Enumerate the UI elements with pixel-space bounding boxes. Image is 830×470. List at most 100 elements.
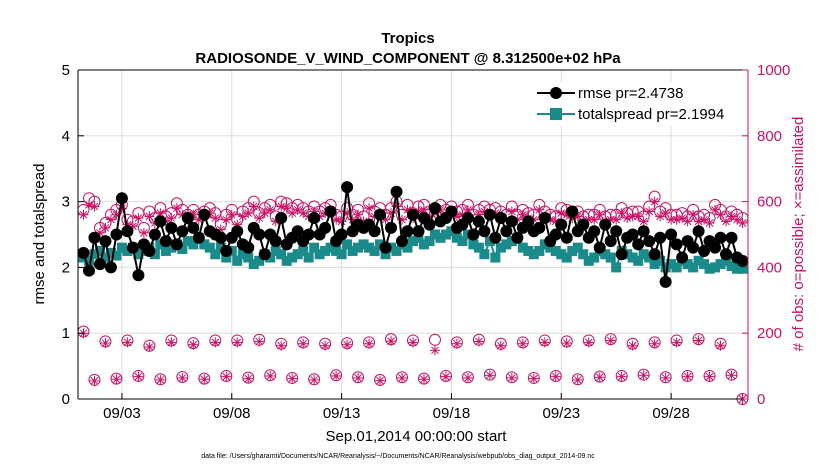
- rmse-point: [231, 225, 244, 238]
- totalspread-point: [539, 239, 550, 250]
- totalspread-point: [693, 255, 704, 266]
- obs-assimilated-point: [699, 214, 710, 225]
- rmse-point: [522, 215, 535, 228]
- obs-assimilated-point: [320, 340, 331, 351]
- totalspread-point: [446, 226, 457, 237]
- obs-assimilated-point: [364, 203, 375, 214]
- obs-assimilated-point: [210, 337, 221, 348]
- obs-assimilated-point: [259, 208, 270, 219]
- rmse-point: [159, 235, 172, 248]
- totalspread-point: [292, 249, 303, 260]
- rmse-point: [198, 208, 211, 221]
- obs-assimilated-point: [704, 217, 715, 228]
- obs-assimilated-point: [495, 340, 506, 351]
- legend: rmse pr=2.4738 totalspread pr=2.1994: [533, 82, 740, 126]
- rmse-point: [720, 248, 733, 261]
- rmse-point: [214, 231, 227, 244]
- totalspread-point: [424, 236, 435, 247]
- rmse-point: [319, 221, 332, 234]
- y-tick-label-left: 2: [62, 259, 70, 276]
- totalspread-point: [726, 261, 737, 272]
- totalspread-point: [364, 242, 375, 253]
- totalspread-point: [204, 242, 215, 253]
- rmse-point: [77, 246, 90, 259]
- obs-assimilated-point: [660, 372, 671, 383]
- obs-assimilated-point: [83, 199, 94, 210]
- rmse-point: [99, 235, 112, 248]
- obs-assimilated-point: [594, 209, 605, 220]
- obs-assimilated-point: [287, 373, 298, 384]
- obs-assimilated-point: [649, 338, 660, 349]
- totalspread-point: [501, 239, 512, 250]
- totalspread-point: [177, 243, 188, 254]
- rmse-point: [154, 215, 167, 228]
- totalspread-point: [265, 252, 276, 263]
- obs-assimilated-point: [616, 371, 627, 382]
- y-tick-label-left: 1: [62, 325, 70, 342]
- rmse-point: [187, 221, 200, 234]
- obs-assimilated-point: [594, 372, 605, 383]
- obs-assimilated-point: [737, 217, 748, 228]
- obs-assimilated-point: [726, 370, 737, 381]
- obs-assimilated-point: [671, 337, 682, 348]
- totalspread-point: [737, 263, 748, 274]
- obs-assimilated-point: [210, 213, 221, 224]
- obs-assimilated-point: [671, 214, 682, 225]
- obs-assimilated-point: [309, 374, 320, 385]
- rmse-point: [192, 231, 205, 244]
- obs-assimilated-point: [133, 371, 144, 382]
- obs-assimilated-point: [386, 336, 397, 347]
- obs-assimilated-point: [243, 373, 254, 384]
- totalspread-point: [215, 242, 226, 253]
- obs-assimilated-point: [440, 371, 451, 382]
- obs-assimilated-point: [583, 337, 594, 348]
- obs-assimilated-point: [111, 374, 122, 385]
- totalspread-point: [89, 249, 100, 260]
- rmse-point: [676, 251, 689, 264]
- totalspread-point: [534, 245, 545, 256]
- totalspread-point: [331, 245, 342, 256]
- rmse-point: [478, 225, 491, 238]
- y-axis-right-label: # of obs: o=possible; ×=assimilated: [790, 117, 807, 352]
- obs-assimilated-point: [276, 201, 287, 212]
- obs-assimilated-point: [89, 375, 100, 386]
- rmse-point: [610, 225, 623, 238]
- totalspread-point: [270, 245, 281, 256]
- totalspread-point: [149, 249, 160, 260]
- x-tick-label: 09/28: [652, 405, 690, 422]
- rmse-point: [242, 241, 255, 254]
- rmse-point: [126, 241, 139, 254]
- obs-assimilated-point: [649, 196, 660, 207]
- totalspread-point: [314, 249, 325, 260]
- totalspread-point: [605, 252, 616, 263]
- totalspread-point: [413, 232, 424, 243]
- rmse-point: [379, 241, 392, 254]
- rmse-point: [176, 225, 189, 238]
- obs-assimilated-point: [473, 336, 484, 347]
- x-tick-label: 09/18: [433, 405, 471, 422]
- obs-assimilated-point: [364, 338, 375, 349]
- rmse-point: [401, 225, 414, 238]
- ticks: 09/03 09/08 09/13 09/18 09/23 09/28 0 1 2 3 4 5 0 200…: [62, 62, 791, 422]
- rmse-point: [615, 248, 628, 261]
- totalspread-point: [704, 263, 715, 274]
- rmse-point: [736, 254, 749, 267]
- rmse-point: [698, 244, 711, 257]
- obs-assimilated-point: [254, 336, 265, 347]
- obs-assimilated-point: [550, 371, 561, 382]
- rmse-point: [148, 228, 161, 241]
- totalspread-point: [391, 245, 402, 256]
- rmse-point: [368, 225, 381, 238]
- rmse-point: [143, 244, 156, 257]
- obs-assimilated-point: [232, 337, 243, 348]
- rmse-point: [423, 218, 436, 231]
- totalspread-point: [303, 252, 314, 263]
- rmse-point: [170, 238, 183, 251]
- obs-assimilated-point: [133, 213, 144, 224]
- obs-assimilated-point: [166, 337, 177, 348]
- obs-assimilated-point: [144, 342, 155, 353]
- obs-possible-point: [428, 333, 441, 346]
- totalspread-point: [506, 236, 517, 247]
- rmse-point: [588, 225, 601, 238]
- totalspread-point: [649, 259, 660, 270]
